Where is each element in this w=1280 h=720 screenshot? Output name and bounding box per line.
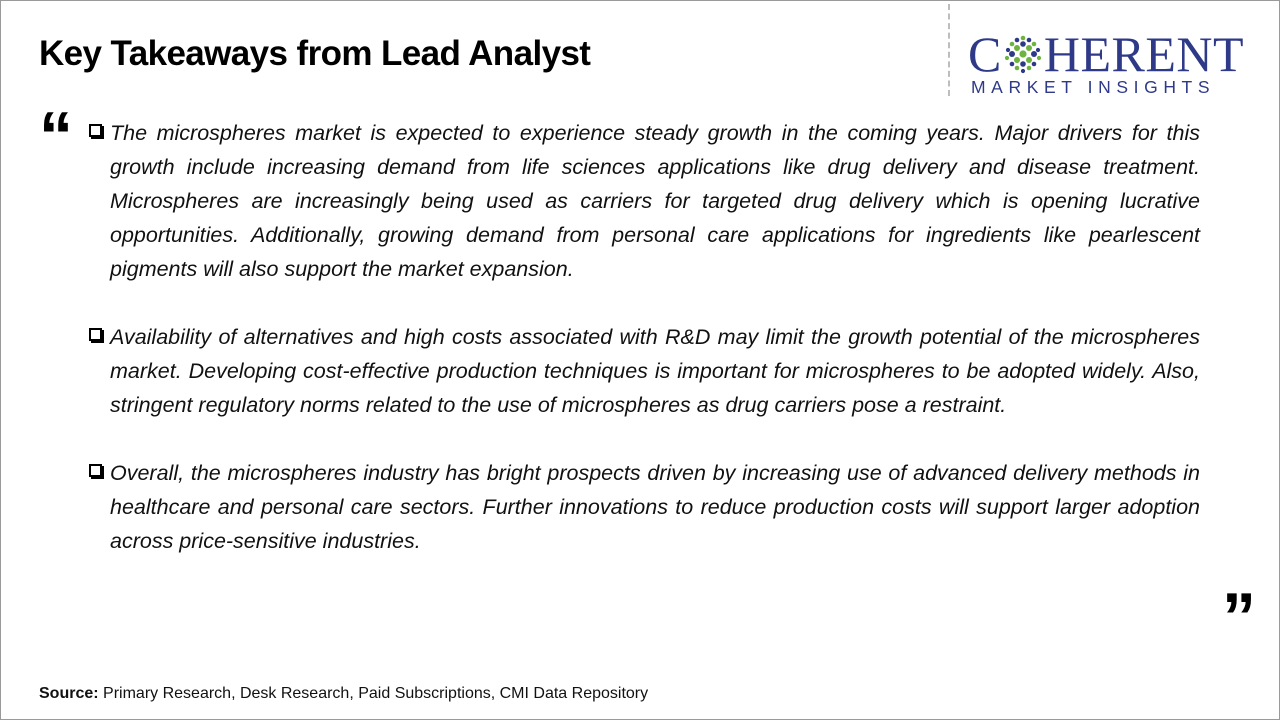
- logo-letters-herent: HERENT: [1043, 26, 1245, 82]
- takeaway-item: The microspheres market is expected to e…: [86, 116, 1200, 286]
- header-divider: [948, 4, 950, 96]
- slide-title: Key Takeaways from Lead Analyst: [39, 34, 591, 73]
- checkbox-bullet-icon: [89, 124, 102, 137]
- open-quote-icon: “: [39, 102, 73, 142]
- close-quote-icon: ”: [1222, 583, 1256, 623]
- takeaway-item: Availability of alternatives and high co…: [86, 320, 1200, 422]
- takeaway-text: Overall, the microspheres industry has b…: [110, 461, 1200, 553]
- logo-letter-c: C: [968, 26, 1002, 82]
- source-text: Primary Research, Desk Research, Paid Su…: [103, 685, 649, 702]
- takeaway-text: The microspheres market is expected to e…: [110, 121, 1200, 281]
- takeaway-item: Overall, the microspheres industry has b…: [86, 456, 1200, 558]
- takeaway-list: The microspheres market is expected to e…: [86, 116, 1200, 592]
- company-logo: C: [968, 26, 1268, 100]
- source-label: Source:: [39, 685, 99, 702]
- logo-wordmark: C: [968, 26, 1268, 82]
- logo-sphere-icon: [1004, 35, 1041, 74]
- takeaway-text: Availability of alternatives and high co…: [110, 325, 1200, 417]
- source-note: Source: Primary Research, Desk Research,…: [39, 685, 648, 703]
- checkbox-bullet-icon: [89, 464, 102, 477]
- logo-tagline: MARKET INSIGHTS: [971, 77, 1216, 97]
- checkbox-bullet-icon: [89, 328, 102, 341]
